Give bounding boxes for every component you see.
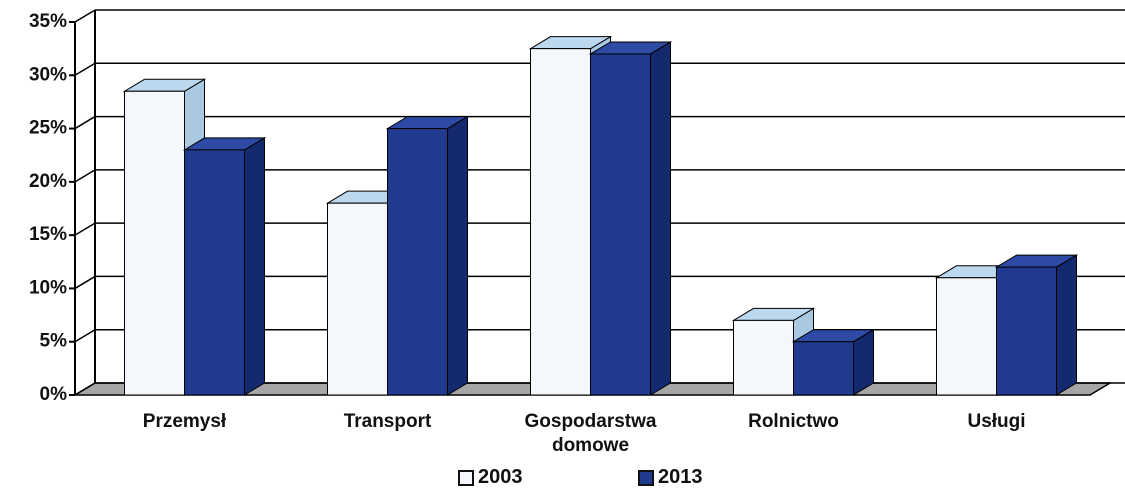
- bar-side: [1056, 254, 1077, 396]
- legend-item: 2013: [638, 466, 703, 489]
- y-tick-label: 30%: [29, 64, 67, 85]
- y-tick-label: 20%: [29, 171, 67, 192]
- legend-label: 2013: [658, 466, 703, 488]
- y-tick-label: 10%: [29, 277, 67, 298]
- grid-line-side: [74, 275, 96, 290]
- bar: [124, 90, 185, 396]
- x-tick-label: Usługi: [967, 411, 1026, 432]
- bar: [590, 53, 651, 396]
- bar-side: [244, 137, 265, 396]
- grid-line-side: [74, 62, 96, 76]
- x-tick-label: Rolnictwo: [748, 411, 839, 432]
- x-tick-label: Transport: [343, 411, 432, 432]
- y-tick-label: 5%: [40, 331, 68, 352]
- x-tick-label: Gospodarstwa domowe: [524, 411, 657, 456]
- y-tick-label: 35%: [29, 11, 67, 32]
- grid-line-side: [74, 382, 96, 396]
- bar: [936, 277, 997, 396]
- grid-line-side: [74, 329, 96, 343]
- bar-side: [447, 115, 468, 396]
- grid-line-side: [74, 115, 96, 130]
- y-tick-label: 25%: [29, 118, 67, 139]
- legend-item: 2003: [458, 466, 523, 489]
- bar-side: [650, 41, 671, 396]
- grid-line-side: [74, 9, 96, 23]
- legend-label: 2003: [478, 466, 523, 488]
- x-tick-label: Przemysł: [142, 411, 227, 432]
- bar: [793, 341, 854, 396]
- bar: [996, 266, 1057, 396]
- bar: [184, 149, 245, 396]
- y-tick-label: 15%: [29, 224, 67, 245]
- bar: [387, 128, 448, 396]
- legend-key: [638, 469, 654, 486]
- y-tick-label: 0%: [40, 384, 68, 405]
- bar: [733, 319, 794, 396]
- bar: [530, 48, 591, 396]
- bar: [327, 202, 388, 396]
- grid-line-side: [74, 222, 96, 236]
- legend-key: [458, 469, 474, 486]
- grid-line-side: [74, 169, 96, 183]
